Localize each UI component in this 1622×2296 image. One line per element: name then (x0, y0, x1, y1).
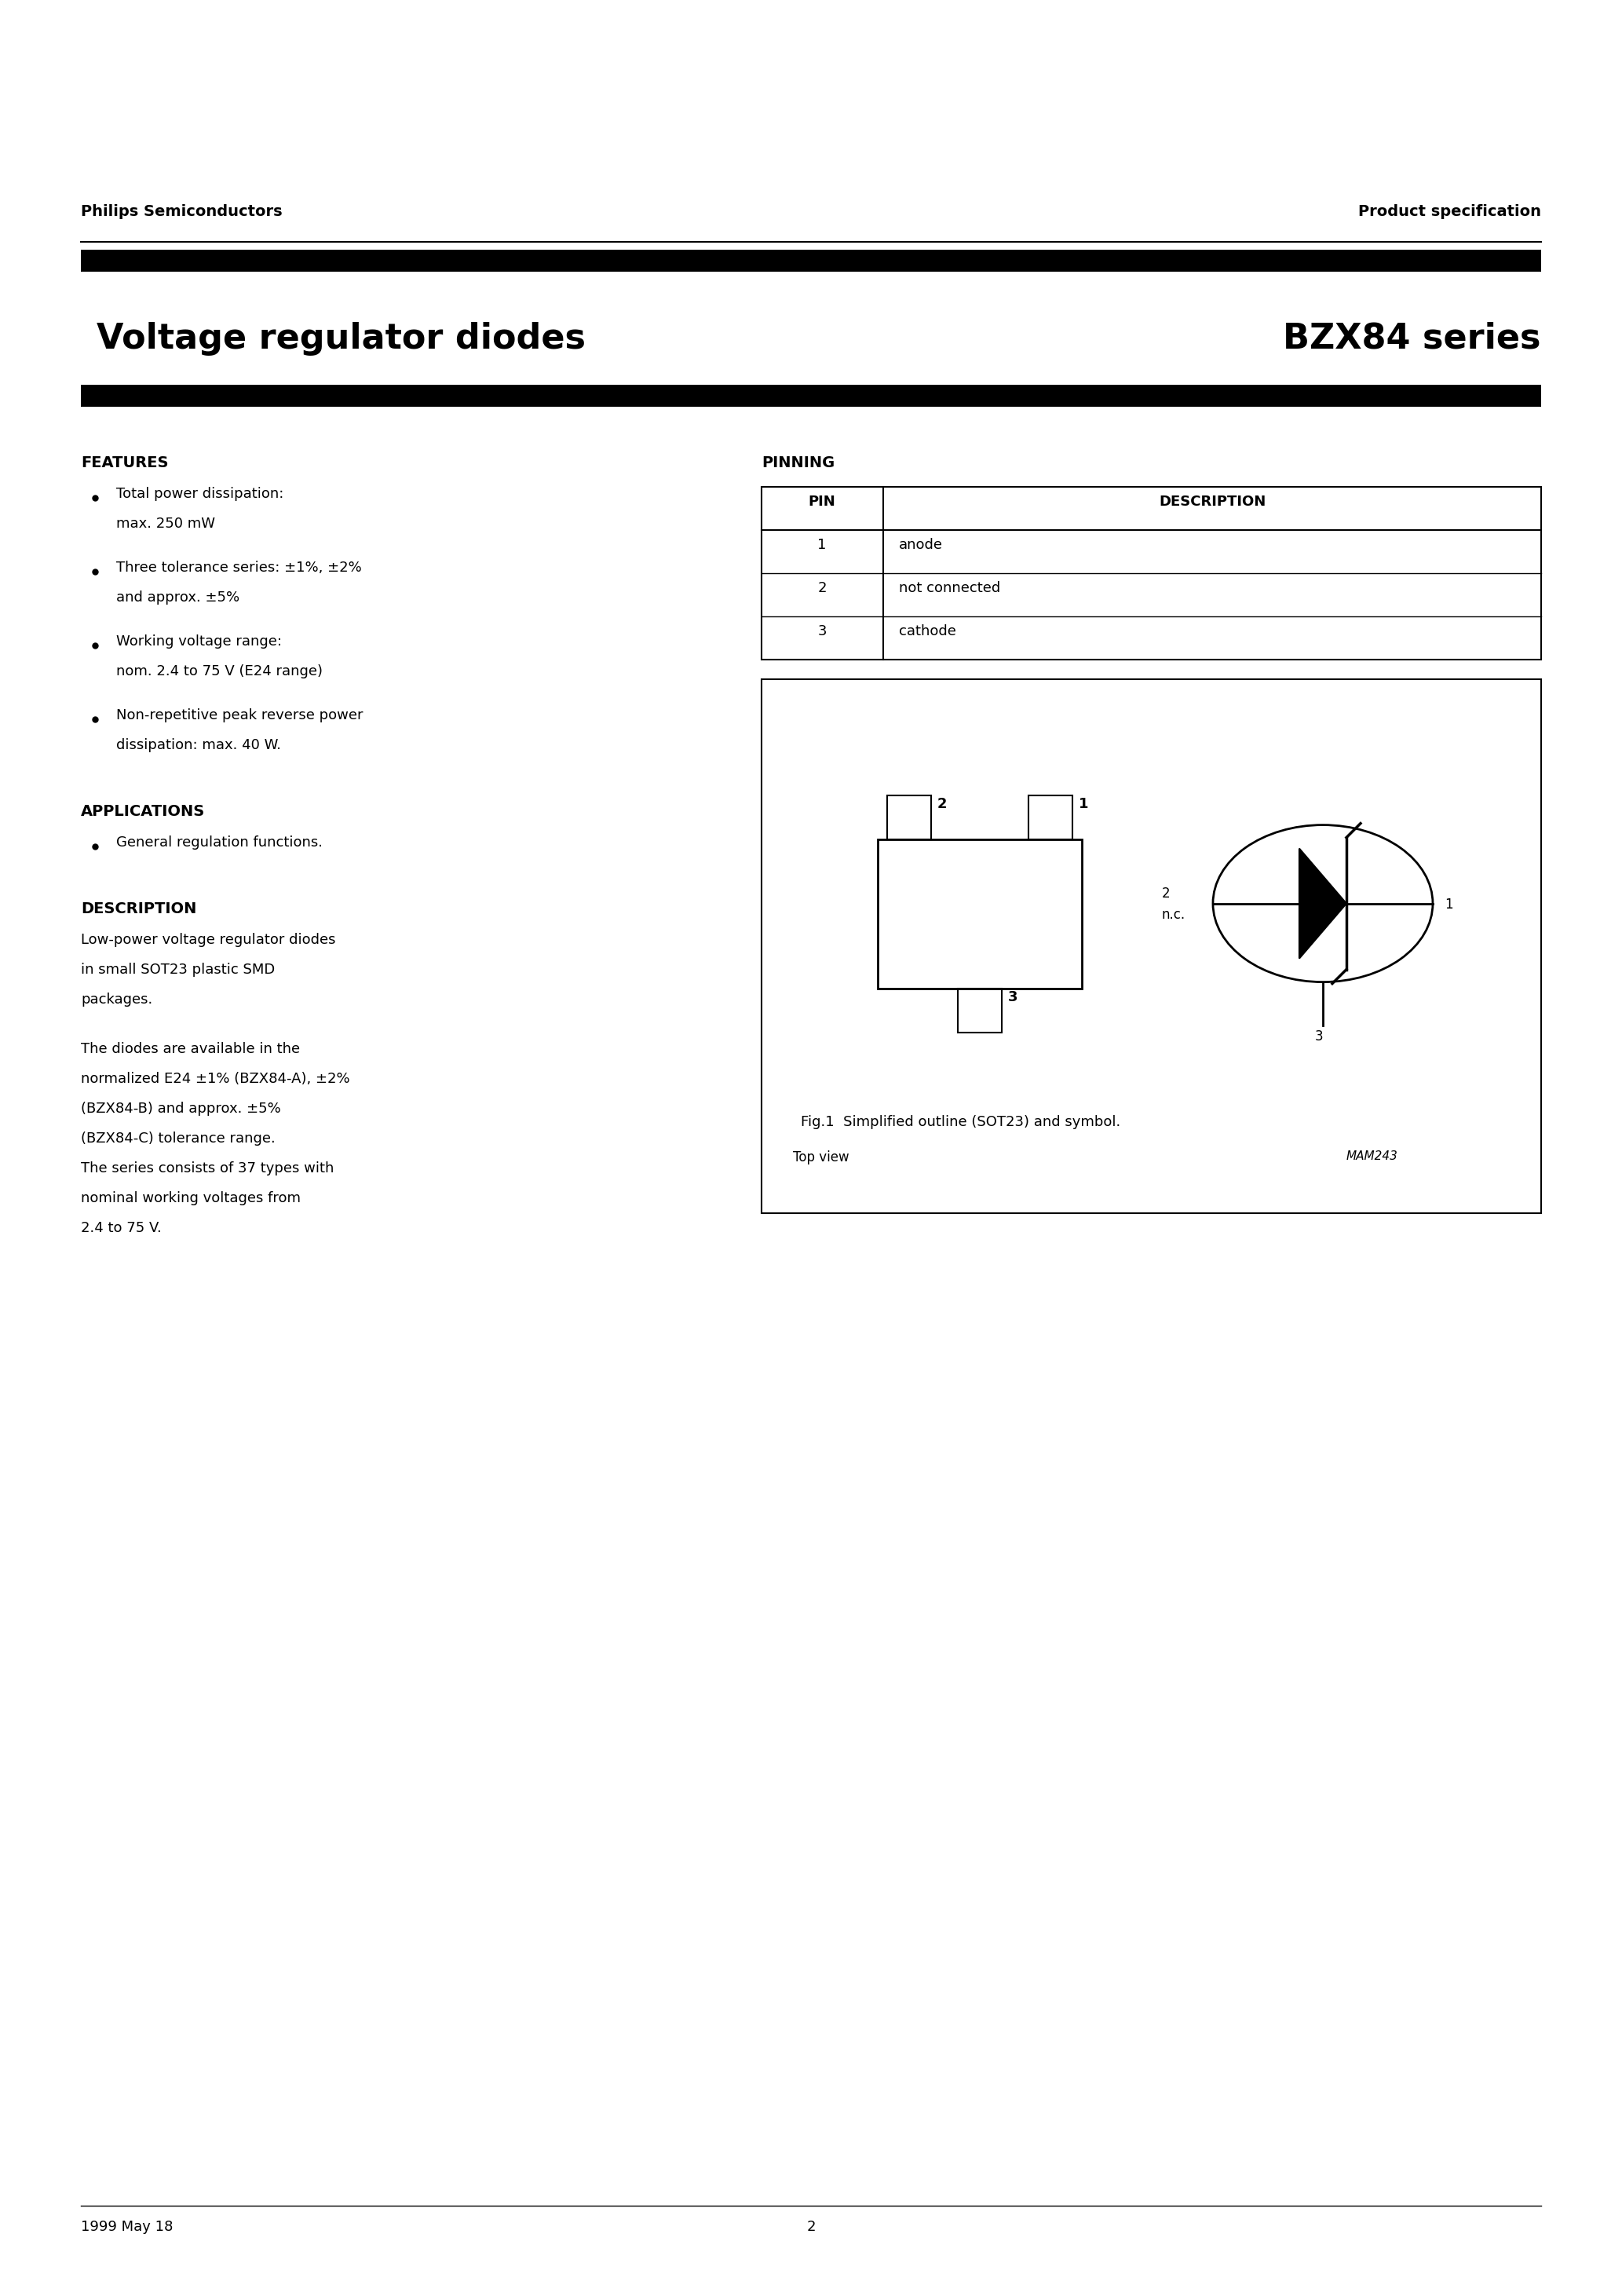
Text: APPLICATIONS: APPLICATIONS (81, 804, 204, 820)
Text: not connected: not connected (899, 581, 1001, 595)
Text: (BZX84-C) tolerance range.: (BZX84-C) tolerance range. (81, 1132, 276, 1146)
Text: (BZX84-B) and approx. ±5%: (BZX84-B) and approx. ±5% (81, 1102, 281, 1116)
Bar (1028, 797, 1072, 840)
Text: Product specification: Product specification (1358, 204, 1541, 218)
Text: Fig.1  Simplified outline (SOT23) and symbol.: Fig.1 Simplified outline (SOT23) and sym… (801, 1116, 1121, 1130)
Text: The series consists of 37 types with: The series consists of 37 types with (81, 1162, 334, 1176)
Text: in small SOT23 plastic SMD: in small SOT23 plastic SMD (81, 962, 276, 976)
Text: 3: 3 (1315, 1029, 1324, 1042)
Text: 1999 May 18: 1999 May 18 (81, 2220, 174, 2234)
Bar (762, 487, 1541, 659)
Text: 2: 2 (806, 2220, 816, 2234)
Text: DESCRIPTION: DESCRIPTION (81, 902, 196, 916)
Text: normalized E24 ±1% (BZX84-A), ±2%: normalized E24 ±1% (BZX84-A), ±2% (81, 1072, 350, 1086)
Text: 2.4 to 75 V.: 2.4 to 75 V. (81, 1221, 162, 1235)
Text: Three tolerance series: ±1%, ±2%: Three tolerance series: ±1%, ±2% (117, 560, 362, 574)
Bar (878, 840, 1082, 990)
Text: packages.: packages. (81, 992, 152, 1006)
Text: 3: 3 (817, 625, 827, 638)
Bar (81, 386, 1541, 406)
Bar (887, 797, 931, 840)
Text: Philips Semiconductors: Philips Semiconductors (81, 204, 282, 218)
Bar (762, 680, 1541, 1212)
Text: Low-power voltage regulator diodes: Low-power voltage regulator diodes (81, 932, 336, 946)
Text: cathode: cathode (899, 625, 955, 638)
Text: The diodes are available in the: The diodes are available in the (81, 1042, 300, 1056)
Polygon shape (1299, 850, 1346, 957)
Text: 1: 1 (1079, 797, 1088, 810)
Text: MAM243: MAM243 (1346, 1150, 1398, 1162)
Text: Total power dissipation:: Total power dissipation: (117, 487, 284, 501)
Text: DESCRIPTION: DESCRIPTION (1158, 494, 1265, 510)
Text: PIN: PIN (808, 494, 835, 510)
Text: nom. 2.4 to 75 V (E24 range): nom. 2.4 to 75 V (E24 range) (117, 664, 323, 677)
Text: 1: 1 (817, 537, 827, 551)
Text: Working voltage range:: Working voltage range: (117, 634, 282, 647)
Text: nominal working voltages from: nominal working voltages from (81, 1192, 300, 1205)
Text: 2: 2 (817, 581, 827, 595)
Text: dissipation: max. 40 W.: dissipation: max. 40 W. (117, 737, 281, 753)
Text: 3: 3 (1009, 990, 1019, 1003)
Text: 2: 2 (938, 797, 947, 810)
Text: FEATURES: FEATURES (81, 455, 169, 471)
Text: and approx. ±5%: and approx. ±5% (117, 590, 240, 604)
Text: Non-repetitive peak reverse power: Non-repetitive peak reverse power (117, 707, 363, 723)
Bar (959, 990, 1002, 1033)
Text: Voltage regulator diodes: Voltage regulator diodes (97, 321, 586, 356)
Text: BZX84 series: BZX84 series (1283, 321, 1541, 356)
Text: 2: 2 (1161, 886, 1169, 900)
Text: PINNING: PINNING (762, 455, 835, 471)
Text: General regulation functions.: General regulation functions. (117, 836, 323, 850)
Text: 1: 1 (1445, 898, 1453, 912)
Text: n.c.: n.c. (1161, 907, 1186, 921)
Text: max. 250 mW: max. 250 mW (117, 517, 216, 530)
Bar (81, 250, 1541, 271)
Text: anode: anode (899, 537, 942, 551)
Text: Top view: Top view (793, 1150, 850, 1164)
